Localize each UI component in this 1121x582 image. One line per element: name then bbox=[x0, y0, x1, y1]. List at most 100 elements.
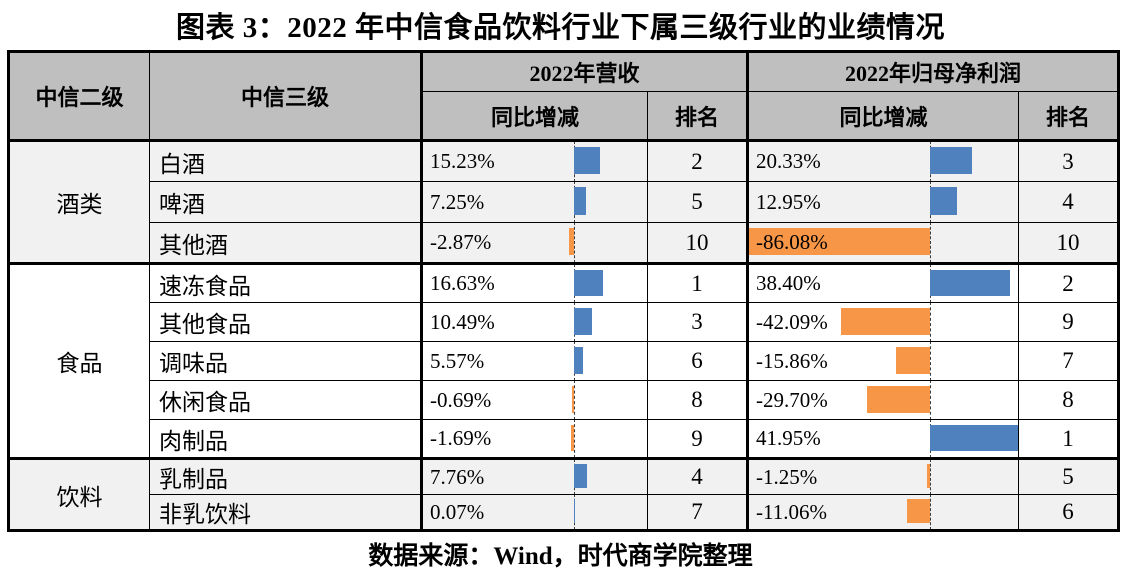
table-body: 酒类 白酒 15.23% 2 20.33% 3 啤酒 7.25% 5 12.95% 4 其他酒 -2.8… bbox=[8, 139, 1120, 531]
zero-axis-line bbox=[573, 495, 575, 530]
zero-axis-line bbox=[929, 223, 931, 263]
profit-rank-cell: 3 bbox=[1018, 139, 1120, 182]
revenue-yoy-value: -0.69% bbox=[430, 387, 492, 412]
zero-axis-line bbox=[929, 495, 931, 530]
profit-yoy-value: 41.95% bbox=[756, 426, 821, 450]
table-row: 非乳饮料 0.07% 7 -11.06% 6 bbox=[9, 494, 1120, 531]
revenue-yoy-cell: -2.87% bbox=[420, 222, 648, 264]
revenue-rank-cell: 2 bbox=[646, 139, 749, 182]
positive-data-bar bbox=[929, 187, 957, 216]
revenue-rank-cell: 3 bbox=[646, 302, 749, 342]
profit-yoy-value: 20.33% bbox=[756, 149, 821, 173]
revenue-yoy-value: 5.57% bbox=[430, 348, 485, 373]
data-source: 数据来源：Wind，时代商学院整理 bbox=[368, 543, 753, 570]
profit-yoy-cell: -1.25% bbox=[746, 457, 1020, 495]
data-table: 中信二级 中信三级 2022年营收 2022年归母净利润 同比增减 排名 同比增… bbox=[7, 50, 1121, 532]
profit-rank-cell: 9 bbox=[1018, 302, 1120, 342]
revenue-yoy-value: 7.76% bbox=[430, 464, 485, 489]
table-row: 饮料 乳制品 7.76% 4 -1.25% 5 bbox=[8, 457, 1120, 531]
zero-axis-line bbox=[929, 461, 931, 494]
revenue-yoy-value: 16.63% bbox=[430, 271, 495, 295]
revenue-rank-cell: 7 bbox=[646, 494, 749, 531]
profit-yoy-cell: 41.95% bbox=[746, 419, 1020, 459]
revenue-yoy-cell: 16.63% bbox=[420, 262, 648, 303]
revenue-yoy-cell: -0.69% bbox=[420, 380, 648, 420]
table-row: 休闲食品 -0.69% 8 -29.70% 8 bbox=[9, 380, 1120, 420]
profit-rank-cell: 5 bbox=[1018, 457, 1120, 495]
positive-data-bar bbox=[573, 269, 603, 296]
profit-rank-cell: 4 bbox=[1018, 181, 1120, 223]
header-level2: 中信二级 bbox=[8, 51, 150, 141]
zero-axis-line bbox=[573, 381, 575, 419]
table-row: 食品 速冻食品 16.63% 1 38.40% 2 bbox=[8, 262, 1120, 459]
profit-yoy-cell: 38.40% bbox=[746, 262, 1020, 303]
level3-industry-cell: 白酒 bbox=[149, 139, 422, 182]
revenue-yoy-value: -2.87% bbox=[430, 230, 492, 254]
positive-data-bar bbox=[573, 147, 601, 175]
level3-industry-cell: 乳制品 bbox=[149, 457, 422, 495]
negative-data-bar bbox=[867, 385, 930, 413]
revenue-rank-cell: 10 bbox=[646, 222, 749, 264]
negative-data-bar bbox=[927, 464, 930, 489]
negative-data-bar bbox=[841, 307, 930, 335]
profit-yoy-value: 12.95% bbox=[756, 189, 821, 214]
negative-data-bar bbox=[568, 228, 574, 256]
revenue-yoy-value: 7.25% bbox=[430, 189, 485, 214]
positive-data-bar bbox=[573, 187, 587, 216]
level3-industry-cell: 休闲食品 bbox=[149, 380, 422, 420]
table-row: 啤酒 7.25% 5 12.95% 4 bbox=[9, 181, 1120, 223]
header-revenue-yoy: 同比增减 bbox=[420, 91, 648, 142]
table-row: 肉制品 -1.69% 9 41.95% 1 bbox=[9, 419, 1120, 459]
profit-yoy-cell: -42.09% bbox=[746, 302, 1020, 342]
revenue-yoy-cell: 5.57% bbox=[420, 341, 648, 381]
level3-industry-cell: 非乳饮料 bbox=[149, 494, 422, 531]
profit-rank-cell: 6 bbox=[1018, 494, 1120, 531]
level3-industry-cell: 啤酒 bbox=[149, 181, 422, 223]
profit-yoy-cell: -11.06% bbox=[746, 494, 1020, 531]
revenue-yoy-cell: 7.76% bbox=[420, 457, 648, 495]
profit-rank-cell: 2 bbox=[1018, 262, 1120, 303]
profit-rank-cell: 10 bbox=[1018, 222, 1120, 264]
header-row-subcolumns: 同比增减 排名 同比增减 排名 bbox=[9, 91, 1120, 142]
positive-data-bar bbox=[929, 147, 973, 175]
profit-yoy-value: -15.86% bbox=[756, 348, 828, 373]
profit-yoy-cell: -29.70% bbox=[746, 380, 1020, 420]
revenue-rank-cell: 6 bbox=[646, 341, 749, 381]
negative-data-bar bbox=[896, 346, 930, 374]
profit-yoy-cell: 20.33% bbox=[746, 139, 1020, 182]
zero-axis-line bbox=[929, 303, 931, 341]
negative-data-bar bbox=[750, 228, 930, 256]
header-row-groups: 中信二级 中信三级 2022年营收 2022年归母净利润 bbox=[8, 51, 1120, 141]
level2-group-cell: 饮料 bbox=[8, 457, 150, 531]
profit-yoy-cell: -86.08% bbox=[746, 222, 1020, 264]
revenue-yoy-value: 10.49% bbox=[430, 309, 495, 334]
positive-data-bar bbox=[929, 269, 1011, 296]
header-profit-rank: 排名 bbox=[1018, 91, 1120, 142]
positive-data-bar bbox=[573, 464, 588, 489]
positive-data-bar bbox=[573, 346, 584, 374]
positive-data-bar bbox=[573, 307, 592, 335]
level2-group-cell: 食品 bbox=[8, 262, 150, 459]
table-header: 中信二级 中信三级 2022年营收 2022年归母净利润 同比增减 排名 同比增… bbox=[8, 51, 1120, 142]
profit-rank-cell: 8 bbox=[1018, 380, 1120, 420]
header-level3: 中信三级 bbox=[149, 51, 422, 141]
zero-axis-line bbox=[573, 223, 575, 263]
level3-industry-cell: 其他食品 bbox=[149, 302, 422, 342]
level3-industry-cell: 速冻食品 bbox=[149, 262, 422, 303]
negative-data-bar bbox=[906, 499, 930, 524]
table-row: 其他食品 10.49% 3 -42.09% 9 bbox=[9, 302, 1120, 342]
header-revenue-rank: 排名 bbox=[646, 91, 749, 142]
table-row: 调味品 5.57% 6 -15.86% 7 bbox=[9, 341, 1120, 381]
positive-data-bar bbox=[929, 424, 1018, 451]
revenue-yoy-cell: -1.69% bbox=[420, 419, 648, 459]
level3-industry-cell: 其他酒 bbox=[149, 222, 422, 264]
revenue-rank-cell: 5 bbox=[646, 181, 749, 223]
header-profit-group: 2022年归母净利润 bbox=[746, 51, 1120, 92]
revenue-rank-cell: 8 bbox=[646, 380, 749, 420]
table-row: 酒类 白酒 15.23% 2 20.33% 3 bbox=[8, 139, 1120, 264]
revenue-yoy-cell: 7.25% bbox=[420, 181, 648, 223]
header-revenue-group: 2022年营收 bbox=[419, 51, 749, 92]
profit-yoy-value: -42.09% bbox=[756, 309, 828, 334]
profit-rank-cell: 7 bbox=[1018, 341, 1120, 381]
profit-yoy-value: -11.06% bbox=[756, 499, 827, 524]
